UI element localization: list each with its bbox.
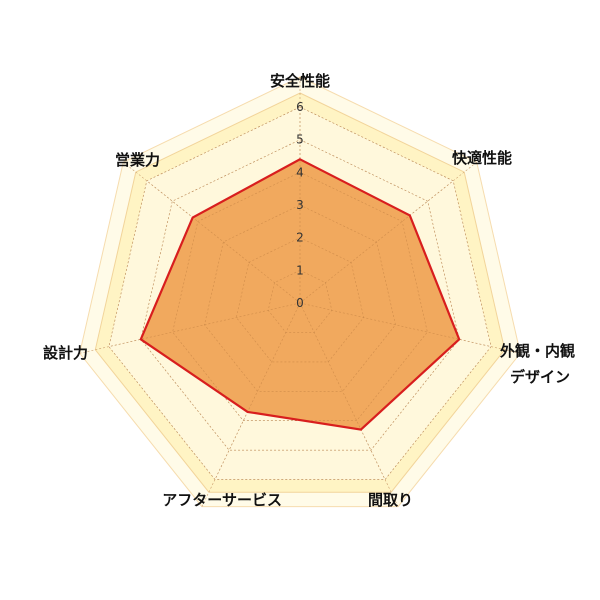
grid-ring-5 bbox=[140, 139, 460, 451]
axis-label-text: 営業力 bbox=[115, 151, 160, 169]
axis-label-2: 快適性能 bbox=[452, 149, 512, 167]
axis-label-7: 営業力 bbox=[115, 151, 160, 169]
tick-label: 1 bbox=[296, 263, 304, 277]
tick-label: 0 bbox=[296, 296, 304, 310]
grid-spoke-overlay bbox=[299, 302, 386, 480]
grid-ring-overlay bbox=[204, 204, 396, 392]
grid-ring-overlay bbox=[267, 269, 333, 333]
axis-label-text: アフターサービス bbox=[162, 491, 282, 509]
tick-label: 4 bbox=[296, 165, 304, 179]
axis-label-6: 設計力 bbox=[43, 344, 88, 362]
tick-label: 6 bbox=[296, 100, 304, 114]
grid-ring-6 bbox=[108, 106, 492, 480]
axis-label-4: 間取り bbox=[368, 491, 413, 509]
axis-label-text: 設計力 bbox=[43, 344, 88, 362]
grid-ring-overlay bbox=[140, 139, 460, 451]
radial-tick-labels: 0 1 2 3 4 5 6 bbox=[296, 100, 304, 310]
tick-label: 3 bbox=[296, 198, 304, 212]
grid-spoke-overlay bbox=[108, 302, 301, 347]
axis-label-text: デザイン bbox=[510, 368, 570, 386]
tick-label: 5 bbox=[296, 133, 304, 147]
grid-spoke-overlay bbox=[299, 180, 454, 304]
grid-spoke-overlay bbox=[214, 302, 301, 480]
axis-label-text: 外観・内観 bbox=[499, 342, 575, 360]
grid-ring-overlay bbox=[108, 106, 492, 480]
tick-label: 2 bbox=[296, 231, 304, 245]
axis-label-text: 間取り bbox=[368, 491, 413, 509]
axis-label-5: アフターサービス bbox=[162, 491, 282, 509]
axis-label-text: 安全性能 bbox=[270, 72, 330, 90]
chart-series bbox=[108, 106, 492, 480]
grid-spoke-overlay bbox=[299, 302, 492, 347]
series-area bbox=[140, 159, 460, 430]
grid-spoke-overlay bbox=[146, 180, 301, 304]
axis-label-text: 快適性能 bbox=[452, 149, 512, 167]
series-line bbox=[139, 158, 461, 431]
axis-label-1: 安全性能 bbox=[270, 72, 330, 90]
